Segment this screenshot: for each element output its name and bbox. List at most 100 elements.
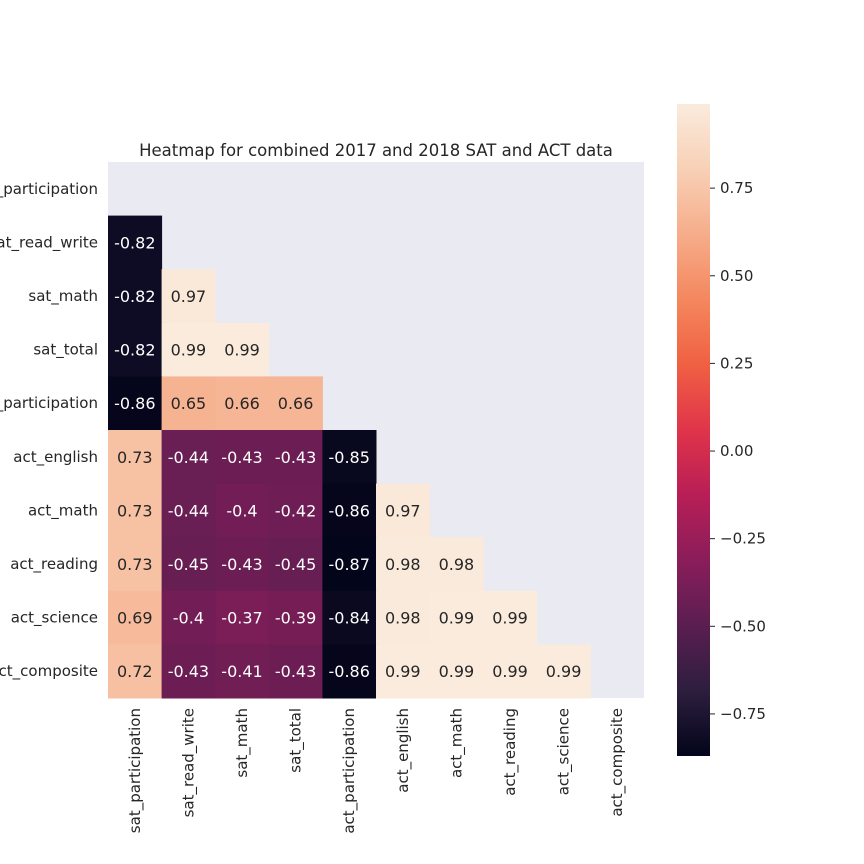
colorbar-tick-label: 0.00 bbox=[720, 442, 753, 460]
heatmap-cell bbox=[268, 483, 323, 538]
heatmap-cell bbox=[215, 430, 270, 485]
heatmap-cell bbox=[161, 430, 216, 485]
row-tick-label: sat_total bbox=[33, 341, 98, 360]
cell-value-label: -0.86 bbox=[114, 394, 155, 413]
heatmap-cell bbox=[429, 537, 484, 592]
heatmap-cell bbox=[268, 430, 323, 485]
column-tick-label: act_reading bbox=[501, 708, 520, 796]
heatmap-cell bbox=[429, 590, 484, 645]
cell-value-label: 0.72 bbox=[117, 662, 153, 681]
cell-value-label: 0.73 bbox=[117, 501, 153, 520]
heatmap-cell bbox=[322, 537, 377, 592]
cell-value-label: 0.98 bbox=[385, 609, 421, 628]
row-tick-label: act_science bbox=[11, 609, 98, 628]
cell-value-label: -0.45 bbox=[168, 555, 209, 574]
heatmap-cell bbox=[161, 590, 216, 645]
cell-value-label: -0.42 bbox=[275, 501, 316, 520]
cell-value-label: 0.73 bbox=[117, 555, 153, 574]
cell-value-label: 0.99 bbox=[224, 341, 260, 360]
heatmap-cell bbox=[268, 644, 323, 699]
chart-title: Heatmap for combined 2017 and 2018 SAT a… bbox=[139, 141, 613, 160]
cell-value-label: 0.99 bbox=[492, 662, 528, 681]
heatmap-cell bbox=[322, 644, 377, 699]
column-tick-label: act_science bbox=[555, 708, 574, 795]
heatmap-cell bbox=[483, 590, 538, 645]
heatmap-cell bbox=[429, 644, 484, 699]
cell-value-label: 0.69 bbox=[117, 609, 153, 628]
heatmap-cell bbox=[215, 537, 270, 592]
row-tick-label: act_reading bbox=[10, 555, 98, 574]
heatmap-cell bbox=[268, 376, 323, 431]
colorbar-tick-label: 0.25 bbox=[720, 354, 753, 372]
heatmap-cell bbox=[268, 590, 323, 645]
heatmap-cell bbox=[322, 483, 377, 538]
colorbar-tick-label: 0.50 bbox=[720, 267, 753, 285]
cell-value-label: 0.97 bbox=[385, 501, 421, 520]
cell-value-label: -0.85 bbox=[328, 448, 369, 467]
heatmap-cell bbox=[215, 644, 270, 699]
heatmap-cell bbox=[268, 537, 323, 592]
heatmap-cell bbox=[161, 269, 216, 324]
cell-value-label: 0.99 bbox=[171, 341, 207, 360]
cell-value-label: -0.41 bbox=[221, 662, 262, 681]
row-tick-label: sat_read_write bbox=[0, 233, 98, 252]
cell-value-label: -0.82 bbox=[114, 233, 155, 252]
heatmap-cell bbox=[108, 483, 163, 538]
cell-value-label: 0.99 bbox=[492, 609, 528, 628]
heatmap-cell bbox=[322, 430, 377, 485]
column-tick-label: act_composite bbox=[608, 708, 627, 817]
colorbar-tick-label: 0.75 bbox=[720, 179, 753, 197]
heatmap-cells: -0.82 -0.82 0.97 -0.82 0.99 0.99 -0.86 0.65 0.66… bbox=[108, 215, 591, 699]
cell-value-label: -0.43 bbox=[275, 662, 316, 681]
colorbar bbox=[677, 104, 710, 756]
colorbar-ticks: 0.75 0.50 0.25 0.00 −0.25 −0.50 −0.75 bbox=[710, 179, 766, 723]
cell-value-label: -0.84 bbox=[328, 609, 369, 628]
cell-value-label: -0.45 bbox=[275, 555, 316, 574]
cell-value-label: 0.99 bbox=[385, 662, 421, 681]
heatmap-cell bbox=[215, 376, 270, 431]
heatmap-cell bbox=[376, 537, 431, 592]
cell-value-label: 0.99 bbox=[439, 662, 475, 681]
colorbar-tick-label: −0.75 bbox=[720, 705, 766, 723]
row-tick-label: act_english bbox=[13, 448, 98, 467]
cell-value-label: 0.98 bbox=[439, 555, 475, 574]
cell-value-label: -0.4 bbox=[226, 501, 257, 520]
cell-value-label: -0.87 bbox=[328, 555, 369, 574]
heatmap-cell bbox=[215, 322, 270, 377]
heatmap-cell bbox=[161, 376, 216, 431]
heatmap-cell bbox=[108, 376, 163, 431]
cell-value-label: 0.66 bbox=[278, 394, 314, 413]
cell-value-label: -0.43 bbox=[168, 662, 209, 681]
heatmap-cell bbox=[483, 644, 538, 699]
row-tick-label: sat_participation bbox=[0, 180, 98, 199]
heatmap-cell bbox=[108, 644, 163, 699]
row-tick-label: act_composite bbox=[0, 662, 98, 681]
colorbar-tick-label: −0.25 bbox=[720, 530, 766, 548]
colorbar-tick-label: −0.50 bbox=[720, 617, 766, 635]
column-tick-label: sat_read_write bbox=[179, 708, 198, 817]
cell-value-label: -0.37 bbox=[221, 609, 262, 628]
column-tick-label: sat_participation bbox=[126, 708, 145, 833]
cell-value-label: -0.44 bbox=[168, 501, 209, 520]
cell-value-label: 0.65 bbox=[171, 394, 207, 413]
cell-value-label: -0.82 bbox=[114, 287, 155, 306]
heatmap-cell bbox=[322, 590, 377, 645]
column-tick-label: act_participation bbox=[340, 708, 359, 834]
row-tick-label: act_participation bbox=[0, 394, 98, 413]
cell-value-label: 0.98 bbox=[385, 555, 421, 574]
cell-value-label: -0.4 bbox=[173, 609, 204, 628]
heatmap-cell bbox=[215, 483, 270, 538]
heatmap-cell bbox=[161, 537, 216, 592]
cell-value-label: -0.82 bbox=[114, 341, 155, 360]
row-tick-label: act_math bbox=[28, 501, 98, 520]
column-tick-label: act_math bbox=[447, 708, 466, 778]
cell-value-label: 0.99 bbox=[546, 662, 582, 681]
column-tick-label: sat_math bbox=[233, 708, 252, 778]
cell-value-label: -0.43 bbox=[221, 555, 262, 574]
cell-value-label: 0.99 bbox=[439, 609, 475, 628]
heatmap-cell bbox=[108, 537, 163, 592]
cell-value-label: -0.44 bbox=[168, 448, 209, 467]
heatmap-cell bbox=[161, 322, 216, 377]
heatmap-cell bbox=[108, 322, 163, 377]
